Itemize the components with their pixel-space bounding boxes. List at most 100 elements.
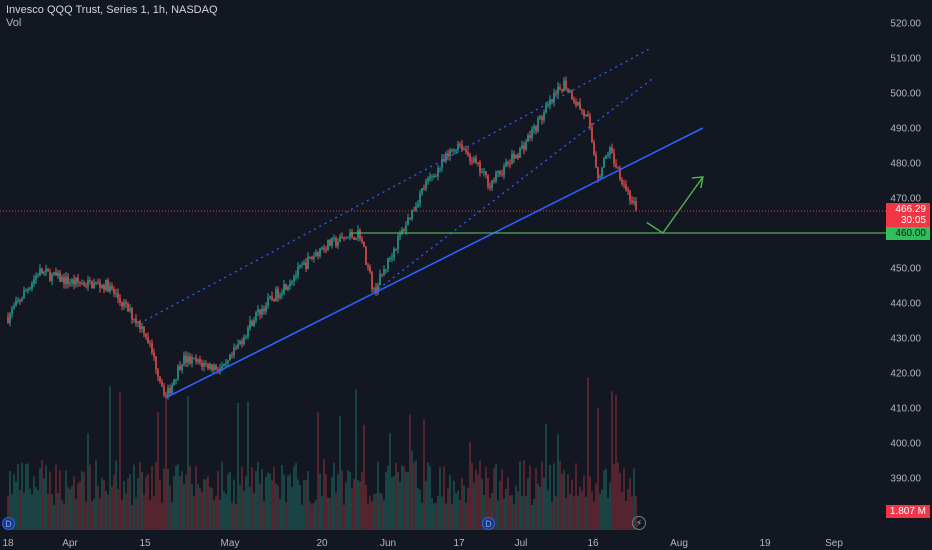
time-tick-label[interactable]: 20	[316, 538, 328, 549]
volume-bar	[217, 471, 219, 530]
volume-bar	[573, 496, 575, 530]
price-axis[interactable]: 520.00 510.00 500.00 490.00 480.00 470.00 450.…	[890, 19, 921, 485]
candle-body	[593, 142, 595, 155]
price-tick-label[interactable]: 490.00	[890, 124, 921, 135]
candle-body	[565, 80, 567, 89]
time-tick-label[interactable]: May	[221, 538, 240, 549]
volume-bar	[73, 476, 75, 530]
volume-bar	[291, 486, 293, 530]
volume-bar	[135, 497, 137, 530]
price-tick-label[interactable]: 410.00	[890, 404, 921, 415]
volume-bar	[185, 474, 187, 530]
volume-bar	[439, 467, 441, 530]
volume-bar	[621, 492, 623, 530]
volume-bar	[81, 471, 83, 530]
volume-bar	[219, 499, 221, 530]
time-tick-label[interactable]: 18	[2, 538, 14, 549]
volume-bar	[171, 502, 173, 530]
volume-label[interactable]: Vol	[6, 17, 22, 29]
volume-bar	[393, 475, 395, 530]
time-tick-label[interactable]: Sep	[825, 538, 843, 549]
candle-body	[621, 179, 623, 184]
candle-body	[611, 147, 613, 154]
candle-body	[249, 320, 251, 328]
volume-bar	[435, 502, 437, 530]
candle-body	[337, 242, 339, 246]
candle-body	[99, 282, 101, 288]
candle-body	[547, 104, 549, 106]
candle-body	[255, 312, 257, 321]
candle-body	[601, 167, 603, 177]
volume-bar	[317, 412, 319, 530]
candle-body	[559, 86, 561, 90]
candle-body	[487, 174, 489, 187]
price-tick-label[interactable]: 430.00	[890, 334, 921, 345]
candle-body	[367, 264, 369, 267]
symbol-title[interactable]: Invesco QQQ Trust, Series 1, 1h, NASDAQ	[6, 4, 218, 16]
price-tick-label[interactable]: 440.00	[890, 299, 921, 310]
time-tick-label[interactable]: Jun	[380, 538, 396, 549]
bolt-icon[interactable]: ⚡	[632, 516, 646, 530]
candle-body	[533, 126, 535, 130]
candle-body	[251, 320, 253, 326]
candle-body	[203, 363, 205, 367]
time-tick-label[interactable]: 15	[139, 538, 151, 549]
candle-body	[469, 154, 471, 162]
volume-bar	[517, 491, 519, 530]
candle-body	[473, 158, 475, 163]
volume-bar	[39, 468, 41, 530]
price-tick-label[interactable]: 470.00	[890, 194, 921, 205]
volume-bar	[91, 501, 93, 530]
candle-body	[187, 356, 189, 363]
candle-body	[387, 258, 389, 270]
candle-body	[599, 176, 601, 179]
price-tick-label[interactable]: 450.00	[890, 264, 921, 275]
volume-bar	[353, 479, 355, 530]
candle-body	[291, 281, 293, 283]
volume-bar	[227, 474, 229, 530]
time-tick-label[interactable]: Apr	[62, 538, 78, 549]
price-tick-label[interactable]: 390.00	[890, 474, 921, 485]
volume-bar	[457, 490, 459, 530]
price-tick-label[interactable]: 480.00	[890, 159, 921, 170]
volume-bar	[293, 466, 295, 530]
volume-bar	[399, 482, 401, 530]
candle-body	[157, 369, 159, 377]
volume-bar	[95, 460, 97, 530]
volume-bar	[175, 465, 177, 530]
time-tick-label[interactable]: Aug	[670, 538, 688, 549]
price-tick-label[interactable]: 520.00	[890, 19, 921, 30]
time-tick-label[interactable]: 16	[587, 538, 599, 549]
candle-body	[431, 176, 433, 178]
volume-bar	[585, 496, 587, 530]
dividend-marker[interactable]: D	[482, 517, 495, 530]
volume-bar	[99, 498, 101, 530]
price-tick-label[interactable]: 500.00	[890, 89, 921, 100]
candle-body	[177, 366, 179, 379]
candle-body	[59, 272, 61, 282]
volume-bar	[53, 504, 55, 530]
volume-bar	[107, 494, 109, 530]
time-axis[interactable]: 18 Apr 15 May 20 Jun 17 Jul 16 Aug 19 Sep	[2, 538, 843, 549]
candle-body	[199, 359, 201, 363]
time-tick-label[interactable]: 17	[453, 538, 465, 549]
volume-bar	[179, 476, 181, 530]
price-tick-label[interactable]: 510.00	[890, 54, 921, 65]
time-tick-label[interactable]: 19	[759, 538, 771, 549]
price-tick-label[interactable]: 400.00	[890, 439, 921, 450]
volume-bar	[45, 465, 47, 530]
volume-bar	[189, 466, 191, 530]
volume-bar	[43, 478, 45, 530]
candle-body	[417, 204, 419, 207]
candle-body	[461, 144, 463, 151]
price-tick-label[interactable]: 420.00	[890, 369, 921, 380]
candle-body	[71, 279, 73, 284]
volume-bar	[131, 504, 133, 530]
time-tick-label[interactable]: Jul	[515, 538, 528, 549]
candle-body	[607, 154, 609, 156]
volume-bar	[71, 485, 73, 530]
candle-body	[225, 362, 227, 364]
volume-bar	[311, 504, 313, 530]
dividend-marker[interactable]: D	[2, 517, 15, 530]
